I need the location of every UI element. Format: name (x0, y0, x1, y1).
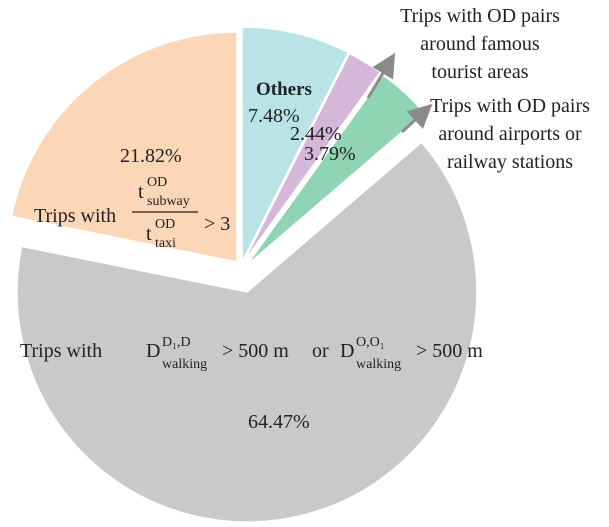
arrow (366, 52, 396, 99)
arrow (400, 103, 433, 134)
formula: t (138, 181, 144, 203)
formula: walking (356, 357, 401, 372)
formula: D (340, 340, 354, 362)
value-label: 7.48% (248, 105, 300, 127)
value-label: 64.47% (248, 411, 310, 433)
formula: O,O₁ (356, 335, 385, 350)
slices (10, 26, 478, 523)
formula: > 3 (204, 213, 230, 235)
slice-label: Trips with (34, 205, 116, 227)
formula: or (312, 340, 329, 362)
formula: OD (147, 175, 167, 190)
formula: > 500 m (222, 340, 289, 362)
slice-label: around famous (420, 33, 540, 55)
slice-label: around airports or (438, 123, 582, 145)
formula: D₁,D (162, 335, 191, 350)
pie-slice (16, 141, 478, 523)
formula: walking (162, 357, 207, 372)
slice-label: tourist areas (431, 61, 528, 83)
formula: taxi (155, 236, 176, 251)
formula: t (146, 223, 152, 245)
slice-label: Trips with OD pairs (400, 5, 560, 27)
pie-slice (10, 31, 238, 263)
slice-label: railway stations (447, 151, 573, 173)
formula: OD (155, 217, 175, 232)
formula: > 500 m (416, 340, 483, 362)
formula: D (146, 340, 160, 362)
value-label: 3.79% (304, 143, 356, 165)
slice-label: Trips with OD pairs (430, 95, 590, 117)
slice-label: Trips with (20, 340, 102, 362)
pie-slice (241, 26, 350, 263)
slice-label: Others (256, 79, 312, 100)
formula: subway (147, 194, 190, 209)
value-label: 21.82% (120, 145, 182, 167)
value-label: 2.44% (290, 123, 342, 145)
